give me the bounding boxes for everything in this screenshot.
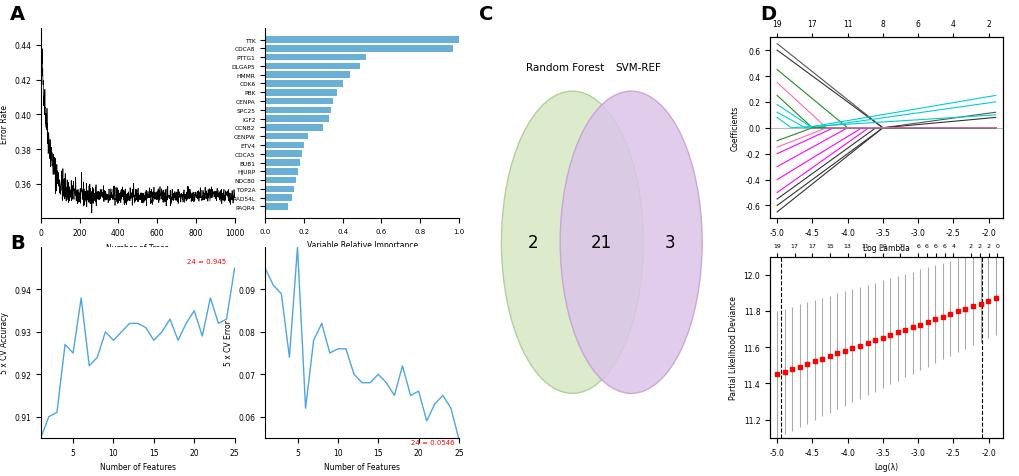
Bar xyxy=(265,63,360,70)
X-axis label: Variable Relative Importance: Variable Relative Importance xyxy=(307,240,417,249)
Text: D: D xyxy=(759,5,775,24)
Bar xyxy=(265,116,329,123)
Bar xyxy=(265,204,288,210)
Bar xyxy=(265,99,333,105)
Y-axis label: 5 x CV Error: 5 x CV Error xyxy=(224,320,232,366)
Bar xyxy=(265,90,336,96)
Ellipse shape xyxy=(501,92,643,394)
Text: B: B xyxy=(10,233,24,252)
Bar xyxy=(265,125,323,131)
Bar xyxy=(265,72,351,79)
Text: A: A xyxy=(10,5,25,24)
Text: 2: 2 xyxy=(528,234,538,252)
X-axis label: Number of Features: Number of Features xyxy=(324,462,399,471)
Bar xyxy=(265,178,296,184)
Y-axis label: 5 x CV Accuracy: 5 x CV Accuracy xyxy=(0,312,8,374)
X-axis label: Log Lambda: Log Lambda xyxy=(862,243,909,252)
Text: 3: 3 xyxy=(664,234,675,252)
Text: Random Forest: Random Forest xyxy=(526,63,603,73)
Bar xyxy=(265,195,292,201)
Y-axis label: Error Rate: Error Rate xyxy=(0,104,8,143)
Text: 21: 21 xyxy=(591,234,611,252)
Text: C: C xyxy=(479,5,493,24)
Bar xyxy=(265,134,308,140)
Text: 24 = 0.0546: 24 = 0.0546 xyxy=(411,439,454,445)
Bar xyxy=(265,46,452,52)
Bar xyxy=(265,160,300,167)
Bar xyxy=(265,169,298,175)
Bar xyxy=(265,186,294,193)
X-axis label: Number of Features: Number of Features xyxy=(100,462,175,471)
Bar xyxy=(265,81,342,88)
Bar xyxy=(265,142,304,149)
Text: 24 = 0.945: 24 = 0.945 xyxy=(187,258,226,265)
Bar xyxy=(265,55,366,61)
Bar xyxy=(265,107,331,114)
X-axis label: Log(λ): Log(λ) xyxy=(873,462,898,471)
Text: SVM-REF: SVM-REF xyxy=(615,63,660,73)
Bar xyxy=(265,37,459,44)
Ellipse shape xyxy=(559,92,701,394)
Y-axis label: Partial Likelihood Deviance: Partial Likelihood Deviance xyxy=(729,296,738,399)
X-axis label: Number of Trees: Number of Trees xyxy=(106,243,169,252)
Bar xyxy=(265,151,302,158)
Y-axis label: Coefficients: Coefficients xyxy=(731,106,739,151)
